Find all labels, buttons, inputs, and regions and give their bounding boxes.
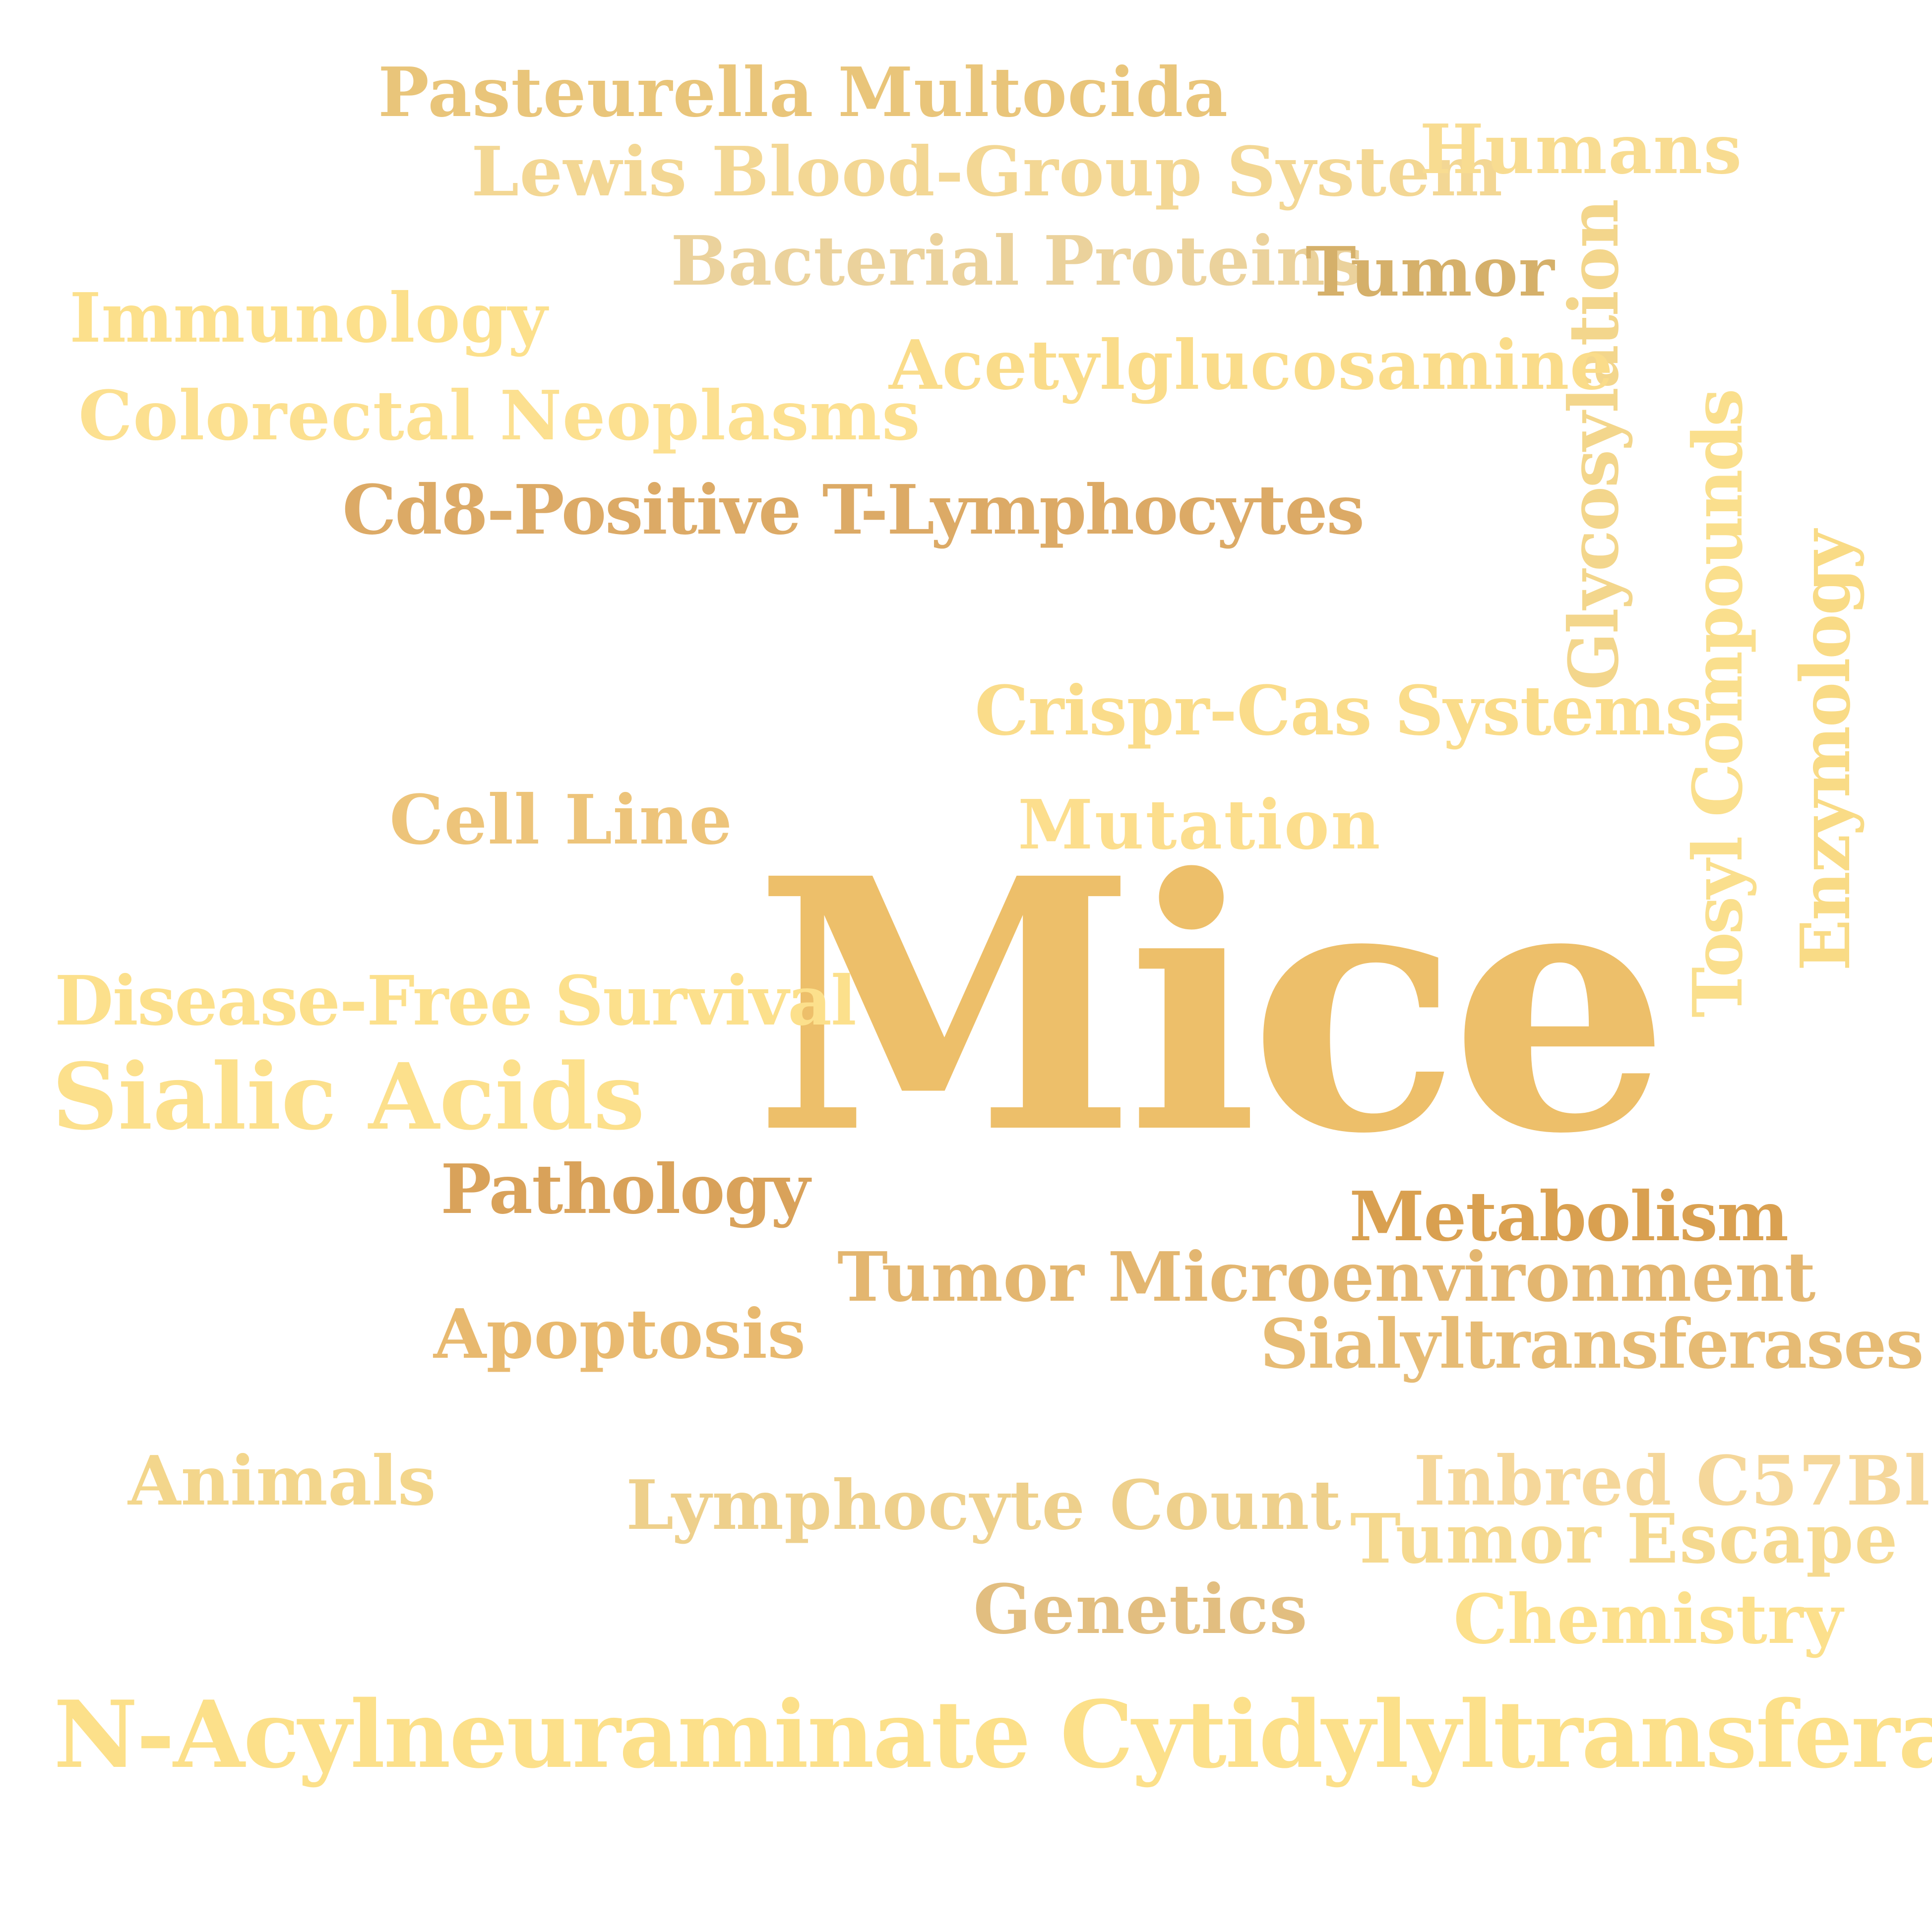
word-humans: Humans xyxy=(1420,110,1743,189)
word-glycosylation: Glycosylation xyxy=(1554,200,1634,690)
word-enzymology: Enzymology xyxy=(1786,531,1866,971)
word-genetics: Genetics xyxy=(973,1570,1308,1649)
word-n-acylneuraminate-cytidylyltransferase: N-Acylneuraminate Cytidylyltransferase xyxy=(54,1680,1932,1789)
word-mice: Mice xyxy=(754,804,1670,1209)
word-bacterial-proteins: Bacterial Proteins xyxy=(671,221,1364,301)
word-pasteurella-multocida: Pasteurella Multocida xyxy=(378,53,1229,132)
word-immunology: Immunology xyxy=(69,278,548,358)
word-sialic-acids: Sialic Acids xyxy=(52,1043,645,1150)
word-metabolism: Metabolism xyxy=(1349,1177,1789,1257)
word-acetylglucosamine: Acetylglucosamine xyxy=(889,325,1614,405)
word-chemistry: Chemistry xyxy=(1453,1579,1843,1659)
word-mutation: Mutation xyxy=(1018,785,1382,865)
word-colorectal-neoplasms: Colorectal Neoplasms xyxy=(78,376,921,456)
word-crispr-cas-systems: Crispr-Cas Systems xyxy=(975,671,1703,751)
word-apoptosis: Apoptosis xyxy=(434,1294,806,1374)
word-tumor-escape: Tumor Escape xyxy=(1350,1499,1899,1579)
word-animals: Animals xyxy=(128,1441,436,1521)
word-cell-line: Cell Line xyxy=(389,780,733,860)
word-pathology: Pathology xyxy=(440,1149,810,1229)
word-lewis-blood-group-system: Lewis Blood-Group System xyxy=(471,132,1503,212)
word-cd8-positive-t-lymphocytes: Cd8-Positive T-Lymphocytes xyxy=(342,470,1365,550)
word-inbred-c57bl: Inbred C57Bl xyxy=(1414,1441,1931,1521)
word-disease-free-survival: Disease-Free Survival xyxy=(55,961,857,1041)
word-tumor: Tumor xyxy=(1306,232,1555,312)
word-tumor-microenvironment: Tumor Microenvironment xyxy=(837,1237,1816,1317)
word-sialyltransferases: Sialyltransferases xyxy=(1260,1304,1924,1384)
word-lymphocyte-count: Lymphocyte Count xyxy=(626,1465,1342,1545)
